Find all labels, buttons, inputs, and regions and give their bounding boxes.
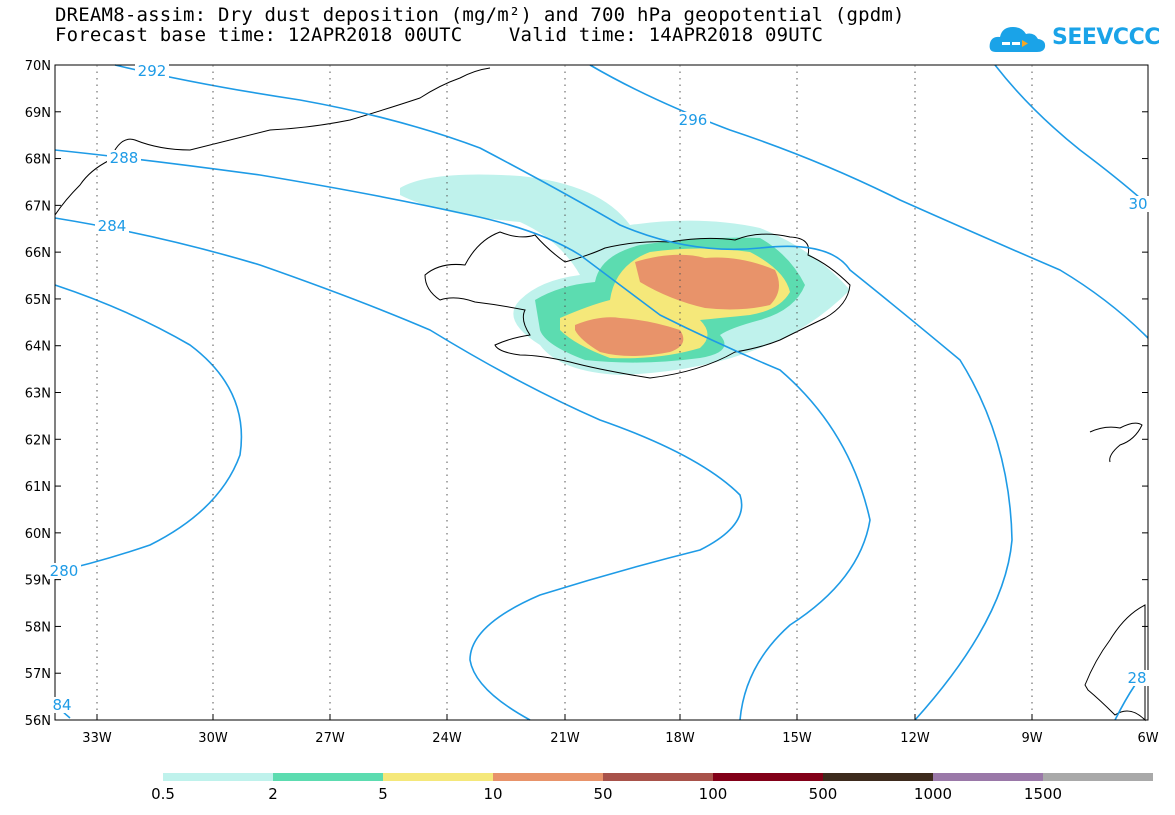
contour-300	[994, 64, 1149, 206]
contour-label-bg	[676, 112, 710, 128]
lon-label: 21W	[550, 731, 580, 746]
deposition-level-10-south	[575, 317, 684, 356]
contour-label: 288	[110, 149, 139, 167]
contour-label: 28	[1127, 669, 1146, 687]
colorbar-swatch	[273, 773, 383, 781]
lon-label: 6W	[1137, 731, 1158, 746]
colorbar-label: 10	[483, 785, 503, 803]
contour-labels: 292 296 288 284 30 280 84 28	[45, 62, 1155, 714]
coastline-layer	[54, 67, 1146, 722]
lat-label: 59N	[25, 574, 51, 589]
longitude-labels: 33W 30W 27W 24W 21W 18W 15W 12W 9W 6W	[82, 731, 1158, 746]
lat-label: 57N	[25, 667, 51, 682]
lon-label: 33W	[82, 731, 112, 746]
colorbar-swatch	[823, 773, 933, 781]
colorbar-label: 50	[593, 785, 613, 803]
latitude-labels: 70N 69N 68N 67N 66N 65N 64N 63N 62N 61N 60N 59N 58N 5…	[25, 59, 51, 729]
contour-292	[114, 64, 1013, 721]
iceland-coastline	[424, 231, 851, 379]
contour-label: 280	[50, 562, 79, 580]
lat-label: 66N	[25, 246, 51, 261]
colorbar-label: 2	[268, 785, 278, 803]
contour-296	[589, 64, 1149, 339]
lat-label: 63N	[25, 387, 51, 402]
colorbar-label: 1500	[1023, 785, 1063, 803]
deposition-level-10	[635, 254, 779, 310]
contour-280	[54, 284, 243, 573]
lat-label: 60N	[25, 527, 51, 542]
lat-label: 70N	[25, 59, 51, 74]
lon-label: 15W	[782, 731, 812, 746]
contour-label-bg	[1120, 670, 1154, 686]
lat-label: 65N	[25, 293, 51, 308]
faroe-coastline	[1089, 422, 1143, 463]
colorbar-swatch	[933, 773, 1043, 781]
lat-label: 56N	[25, 714, 51, 729]
contour-label: 284	[98, 217, 127, 235]
contour-label: 30	[1128, 195, 1147, 213]
colorbar-label: 500	[808, 785, 838, 803]
map-title: DREAM8-assim: Dry dust deposition (mg/m²…	[55, 4, 905, 26]
logo-text: SEEVCCC	[1052, 25, 1160, 50]
colorbar-label: 100	[698, 785, 728, 803]
lon-label: 12W	[900, 731, 930, 746]
lat-label: 64N	[25, 340, 51, 355]
contour-label-bg	[95, 218, 129, 234]
contour-label-bg	[47, 563, 81, 579]
contour-label: 84	[52, 696, 71, 714]
colorbar-swatch	[163, 773, 273, 781]
colorbar-swatch	[603, 773, 713, 781]
contour-label: 296	[679, 111, 708, 129]
map-frame	[54, 64, 1149, 721]
geopotential-contours	[54, 64, 1149, 721]
colorbar-swatch	[383, 773, 493, 781]
contour-label: 292	[138, 62, 167, 80]
lon-label: 18W	[665, 731, 695, 746]
contour-284	[54, 217, 743, 721]
greenland-coastline	[54, 67, 491, 216]
colorbar	[163, 773, 1153, 781]
contour-label-bg	[107, 150, 141, 166]
map-subtitle: Forecast base time: 12APR2018 00UTC Vali…	[55, 24, 824, 46]
contour-label-bg	[45, 697, 79, 713]
cloud-logo-icon	[989, 27, 1046, 52]
lon-label: 9W	[1021, 731, 1042, 746]
lat-label: 68N	[25, 153, 51, 168]
lat-label: 61N	[25, 480, 51, 495]
lat-label: 62N	[25, 433, 51, 448]
contour-label-bg	[135, 63, 169, 79]
colorbar-label: 5	[378, 785, 388, 803]
graticule	[55, 64, 1149, 721]
scotland-coastline	[1084, 604, 1146, 722]
colorbar-swatch	[713, 773, 823, 781]
contour-label-bg	[1121, 196, 1155, 212]
colorbar-swatch	[493, 773, 603, 781]
colorbar-label: 0.5	[151, 785, 175, 803]
colorbar-swatch	[1043, 773, 1153, 781]
lon-label: 27W	[315, 731, 345, 746]
lat-label: 69N	[25, 106, 51, 121]
lat-label: 58N	[25, 620, 51, 635]
lat-label: 67N	[25, 199, 51, 214]
colorbar-label: 1000	[913, 785, 953, 803]
dust-deposition-layer	[400, 174, 850, 375]
contour-288	[54, 149, 871, 721]
lon-label: 24W	[432, 731, 462, 746]
lon-label: 30W	[198, 731, 228, 746]
